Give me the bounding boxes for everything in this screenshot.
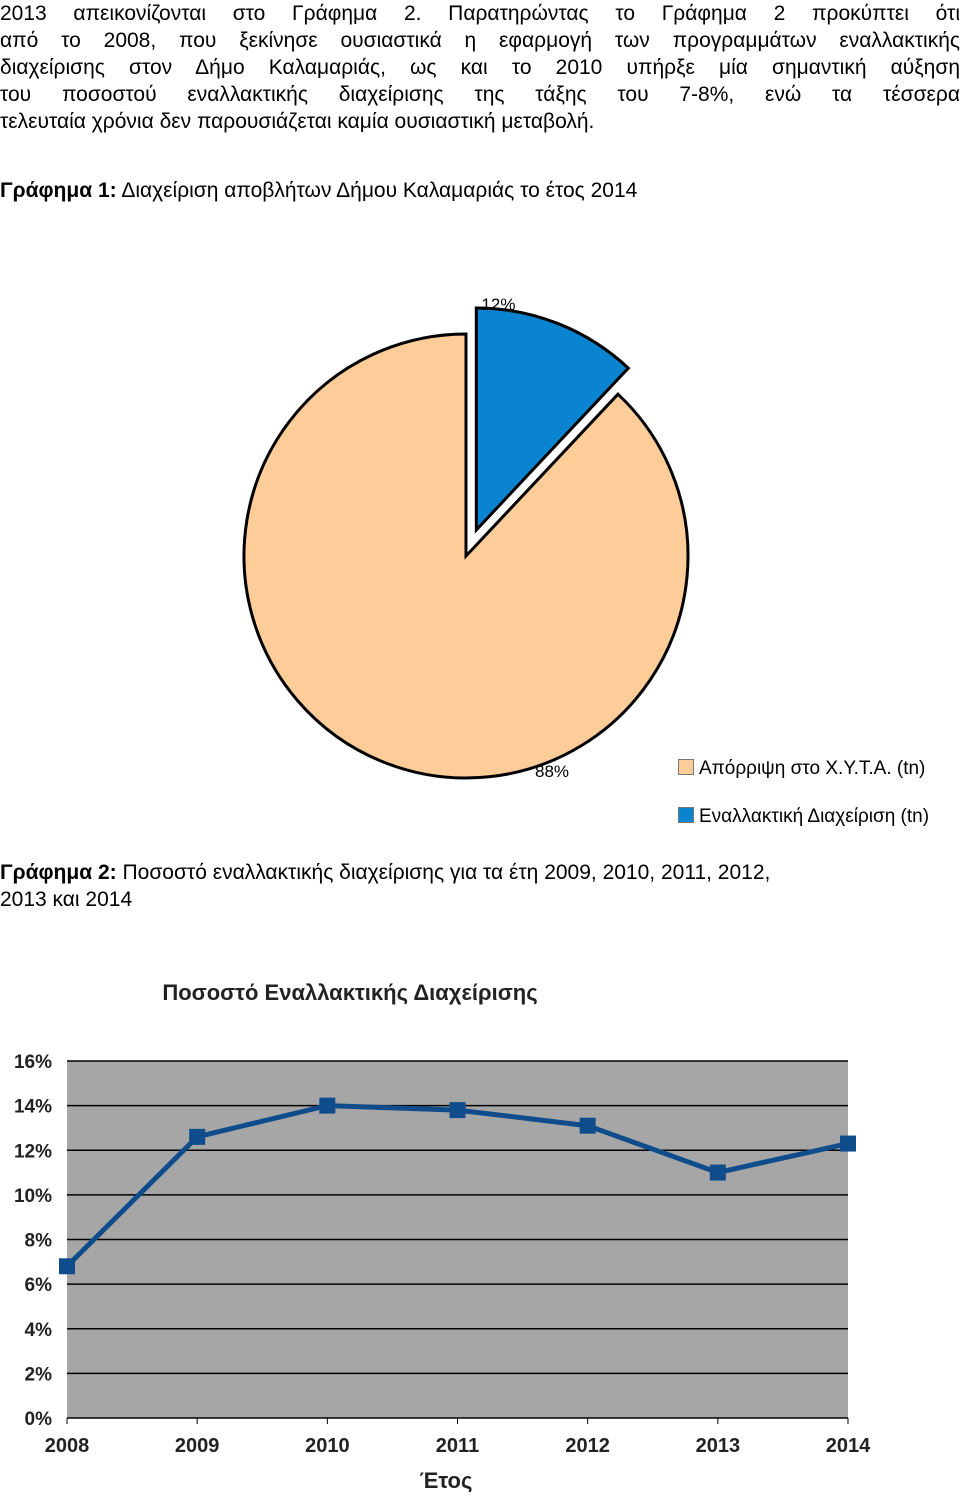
figure2-caption: Γράφημα 2: Ποσοστό εναλλακτικής διαχείρι… [0, 859, 960, 913]
body-paragraph: 2013 απεικονίζονται στο Γράφημα 2. Παρατ… [0, 0, 960, 135]
y-tick-label: 16% [14, 1052, 52, 1073]
paragraph-line: διαχείρισης στον Δήμο Καλαμαριάς, ως και… [0, 56, 960, 79]
figure2-caption-text-2: 2013 και 2014 [0, 888, 133, 911]
x-tick-label: 2011 [436, 1435, 479, 1457]
line-chart-svg: Ποσοστό Εναλλακτικής Διαχείρισης 0% 2% 4% 6%… [14, 980, 871, 1493]
data-point-marker [189, 1128, 206, 1145]
data-point-marker [59, 1258, 75, 1275]
paragraph-line: 2013 απεικονίζονται στο Γράφημα 2. Παρατ… [0, 2, 960, 25]
x-tick-label: 2013 [696, 1435, 741, 1457]
legend-label: Απόρριψη στο Χ.Υ.Τ.Α. (tn) [699, 758, 926, 779]
figure1-label: Γράφημα 1: [0, 179, 117, 202]
legend-label: Εναλλακτική Διαχείριση (tn) [699, 806, 930, 827]
pie-legend-item: Εναλλακτική Διαχείριση (tn) [678, 806, 929, 828]
y-tick-label: 12% [14, 1141, 52, 1162]
y-tick-label: 8% [25, 1231, 53, 1252]
data-point-marker [449, 1102, 466, 1119]
figure1-caption-text: Διαχείριση αποβλήτων Δήμου Καλαμαριάς το… [116, 179, 638, 202]
x-tick-label: 2010 [305, 1435, 350, 1457]
pie-slice [242, 332, 690, 780]
y-tick-label: 10% [14, 1186, 52, 1207]
paragraph-line: του ποσοστού εναλλακτικής διαχείρισης τη… [0, 83, 960, 106]
legend-swatch [678, 759, 694, 775]
figure2-label: Γράφημα 2: [0, 861, 117, 884]
pie-slice [474, 306, 631, 534]
x-tick-label: 2009 [175, 1435, 220, 1457]
data-point-marker [840, 1135, 856, 1152]
line-chart-title: Ποσοστό Εναλλακτικής Διαχείρισης [162, 980, 537, 1005]
y-tick-label: 6% [25, 1275, 53, 1296]
x-tick-label: 2012 [565, 1435, 610, 1457]
data-point-marker [709, 1164, 726, 1181]
x-tick-label: 2008 [45, 1435, 90, 1457]
y-tick-label: 0% [25, 1409, 53, 1430]
paragraph-line: τελευταία χρόνια δεν παρουσιάζεται καμία… [0, 110, 595, 133]
paragraph-line: από το 2008, που ξεκίνησε ουσιαστικά η ε… [0, 29, 960, 52]
pie-data-label: 12% [481, 295, 515, 314]
figure2-caption-text: Ποσοστό εναλλακτικής διαχείρισης για τα … [116, 861, 771, 884]
pie-legend-item: Απόρριψη στο Χ.Υ.Τ.Α. (tn) [678, 758, 925, 780]
y-tick-label: 2% [25, 1364, 53, 1385]
pie-chart-svg: 88% 12% [242, 295, 690, 781]
pie-data-label: 88% [535, 762, 569, 781]
y-tick-label: 4% [25, 1320, 53, 1341]
data-point-marker [319, 1097, 336, 1114]
pie-chart: 88% 12% [0, 280, 960, 840]
legend-swatch [678, 807, 694, 823]
figure1-caption: Γράφημα 1: Διαχείριση αποβλήτων Δήμου Κα… [0, 177, 960, 204]
line-chart: Ποσοστό Εναλλακτικής Διαχείρισης 0% 2% 4% 6%… [0, 970, 960, 1496]
data-point-marker [579, 1117, 596, 1134]
y-tick-label: 14% [14, 1097, 52, 1118]
x-axis-title: Έτος [420, 1468, 473, 1493]
x-tick-label: 2014 [826, 1435, 871, 1457]
